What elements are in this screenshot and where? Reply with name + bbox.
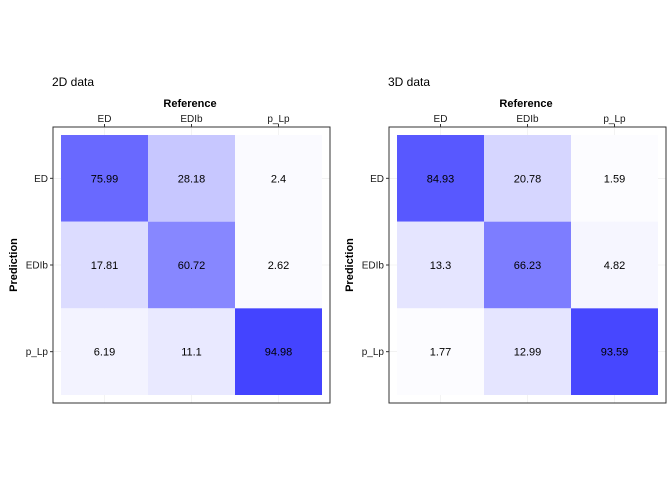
heatmap-cell-ed-edib xyxy=(484,135,571,222)
cell-value-label: 28.18 xyxy=(178,173,206,185)
y-tick-label: p_Lp xyxy=(362,347,385,358)
heatmap-cell-edib-p-lp xyxy=(235,221,322,309)
cell-value-label: 4.82 xyxy=(604,260,625,272)
heatmap-cell-ed-p-lp xyxy=(571,135,658,222)
x-axis-title: Reference xyxy=(499,98,552,110)
y-tick-label: ED xyxy=(370,174,384,185)
cell-value-label: 11.1 xyxy=(181,347,202,359)
cell-value-label: 2.62 xyxy=(268,260,289,272)
heatmap-cell-edib-ed xyxy=(61,221,148,309)
cell-value-label: 66.23 xyxy=(514,260,542,272)
cell-value-label: 6.19 xyxy=(94,347,115,359)
heatmap-panel-2d: 2D data 75.99 28.18 2.4 17.81 60.72 2.62 6.19 11… xyxy=(8,75,331,404)
heatmap-cell-ed-edib xyxy=(148,135,235,222)
heatmap-cell-edib-ed xyxy=(397,221,484,309)
cell-value-label: 13.3 xyxy=(430,260,451,272)
cell-value-label: 20.78 xyxy=(514,173,542,185)
cell-value-label: 17.81 xyxy=(91,260,119,272)
x-tick-label: p_Lp xyxy=(603,114,626,125)
heatmap-panel-3d: 3D data 84.93 20.78 1.59 13.3 66.23 4.82 1.77 12… xyxy=(344,75,667,404)
y-axis-title: Prediction xyxy=(344,238,356,292)
chart-title: 2D data xyxy=(52,75,94,89)
heatmap-cell-p-lp-p-lp xyxy=(235,308,322,395)
heatmap-cell-ed-ed xyxy=(397,135,484,222)
cell-value-label: 94.98 xyxy=(265,347,293,359)
heatmap-cell-p-lp-ed xyxy=(397,308,484,395)
y-tick-label: EDIb xyxy=(26,261,49,272)
cell-value-label: 60.72 xyxy=(178,260,206,272)
heatmap-cell-ed-p-lp xyxy=(235,135,322,222)
cell-value-label: 84.93 xyxy=(427,173,455,185)
x-axis-title: Reference xyxy=(163,98,216,110)
cell-value-label: 75.99 xyxy=(91,173,119,185)
heatmap-cell-edib-p-lp xyxy=(571,221,658,309)
y-tick-label: EDIb xyxy=(362,261,385,272)
heatmap-cell-p-lp-p-lp xyxy=(571,308,658,395)
heatmap-cell-edib-edib xyxy=(148,221,235,309)
x-tick-label: EDIb xyxy=(516,114,539,125)
x-tick-label: p_Lp xyxy=(267,114,290,125)
y-tick-label: p_Lp xyxy=(26,347,49,358)
heatmap-cell-p-lp-edib xyxy=(148,308,235,395)
heatmap-cell-p-lp-edib xyxy=(484,308,571,395)
cell-value-label: 1.77 xyxy=(430,347,451,359)
heatmap-cell-p-lp-ed xyxy=(61,308,148,395)
x-tick-label: EDIb xyxy=(180,114,203,125)
heatmap-cell-ed-ed xyxy=(61,135,148,222)
x-tick-label: ED xyxy=(434,114,448,125)
y-tick-label: ED xyxy=(34,174,48,185)
cell-value-label: 12.99 xyxy=(514,347,542,359)
x-tick-label: ED xyxy=(98,114,112,125)
y-axis-title: Prediction xyxy=(8,238,20,292)
cell-value-label: 93.59 xyxy=(601,347,629,359)
cell-value-label: 2.4 xyxy=(271,173,286,185)
heatmap-cell-edib-edib xyxy=(484,221,571,309)
cell-value-label: 1.59 xyxy=(604,173,625,185)
chart-title: 3D data xyxy=(388,75,430,89)
